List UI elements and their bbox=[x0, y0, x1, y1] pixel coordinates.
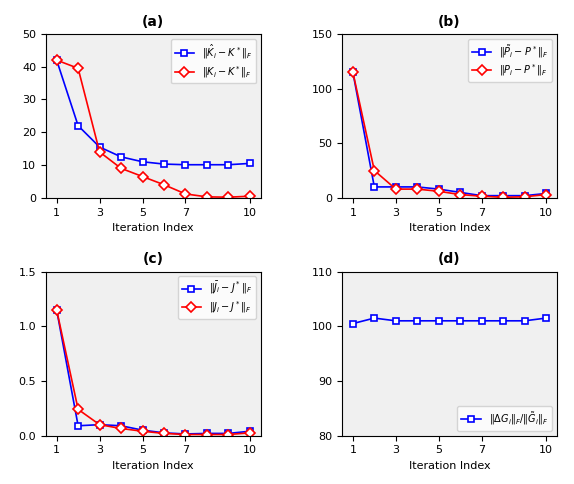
$\|K_i - K^*\|_F$ bbox=[53, 57, 60, 63]
$\|J_i - J^*\|_F$ bbox=[203, 432, 210, 438]
$\|\tilde{P}_i - P^*\|_F$ bbox=[371, 184, 378, 190]
$\|\hat{K}_i - K^*\|_F$ bbox=[182, 162, 189, 167]
$\|\hat{K}_i - K^*\|_F$ bbox=[118, 154, 125, 160]
$\|\tilde{P}_i - P^*\|_F$ bbox=[435, 186, 442, 192]
$\|J_i - J^*\|_F$ bbox=[161, 430, 168, 436]
$\|P_i - P^*\|_F$ bbox=[350, 69, 356, 75]
Line: $\|\bar{J}_i - J^*\|_F$: $\|\bar{J}_i - J^*\|_F$ bbox=[53, 306, 253, 438]
$\|\Delta G_i\|_F / \|\tilde{G}_i\|_F$ bbox=[371, 315, 378, 321]
Line: $\|P_i - P^*\|_F$: $\|P_i - P^*\|_F$ bbox=[350, 69, 549, 201]
$\|\Delta G_i\|_F / \|\tilde{G}_i\|_F$ bbox=[521, 318, 528, 324]
$\|P_i - P^*\|_F$ bbox=[393, 186, 400, 192]
$\|\tilde{P}_i - P^*\|_F$ bbox=[542, 191, 549, 197]
$\|\Delta G_i\|_F / \|\tilde{G}_i\|_F$ bbox=[500, 318, 507, 324]
$\|P_i - P^*\|_F$ bbox=[478, 193, 485, 199]
$\|\Delta G_i\|_F / \|\tilde{G}_i\|_F$ bbox=[457, 318, 464, 324]
$\|\bar{J}_i - J^*\|_F$ bbox=[203, 430, 210, 436]
$\|P_i - P^*\|_F$ bbox=[435, 188, 442, 194]
$\|K_i - K^*\|_F$ bbox=[225, 194, 232, 200]
$\|\bar{J}_i - J^*\|_F$ bbox=[118, 423, 125, 429]
Line: $\|K_i - K^*\|_F$: $\|K_i - K^*\|_F$ bbox=[53, 57, 253, 201]
$\|K_i - K^*\|_F$ bbox=[161, 182, 168, 188]
Title: (c): (c) bbox=[143, 252, 164, 266]
$\|\Delta G_i\|_F / \|\tilde{G}_i\|_F$ bbox=[478, 318, 485, 324]
$\|K_i - K^*\|_F$ bbox=[96, 149, 103, 155]
$\|\hat{K}_i - K^*\|_F$ bbox=[96, 144, 103, 150]
$\|\Delta G_i\|_F / \|\tilde{G}_i\|_F$ bbox=[393, 318, 400, 324]
$\|P_i - P^*\|_F$ bbox=[371, 167, 378, 173]
Title: (d): (d) bbox=[438, 252, 461, 266]
$\|K_i - K^*\|_F$ bbox=[246, 193, 253, 199]
$\|\tilde{P}_i - P^*\|_F$ bbox=[478, 193, 485, 198]
$\|\bar{J}_i - J^*\|_F$ bbox=[182, 431, 189, 437]
$\|\hat{K}_i - K^*\|_F$ bbox=[139, 159, 146, 165]
$\|P_i - P^*\|_F$ bbox=[521, 194, 528, 200]
$\|\Delta G_i\|_F / \|\tilde{G}_i\|_F$ bbox=[414, 318, 421, 324]
Title: (a): (a) bbox=[142, 15, 164, 29]
$\|\Delta G_i\|_F / \|\tilde{G}_i\|_F$ bbox=[435, 318, 442, 324]
X-axis label: Iteration Index: Iteration Index bbox=[113, 223, 194, 233]
$\|J_i - J^*\|_F$ bbox=[53, 307, 60, 313]
Legend: $\|\tilde{P}_i - P^*\|_F$, $\|P_i - P^*\|_F$: $\|\tilde{P}_i - P^*\|_F$, $\|P_i - P^*\… bbox=[468, 39, 552, 82]
Legend: $\|\Delta G_i\|_F / \|\tilde{G}_i\|_F$: $\|\Delta G_i\|_F / \|\tilde{G}_i\|_F$ bbox=[457, 406, 552, 431]
$\|\bar{J}_i - J^*\|_F$ bbox=[53, 307, 60, 313]
$\|\Delta G_i\|_F / \|\tilde{G}_i\|_F$ bbox=[350, 321, 356, 327]
Line: $\|\tilde{P}_i - P^*\|_F$: $\|\tilde{P}_i - P^*\|_F$ bbox=[350, 69, 549, 199]
$\|K_i - K^*\|_F$ bbox=[75, 65, 82, 71]
$\|\hat{K}_i - K^*\|_F$ bbox=[161, 161, 168, 167]
$\|J_i - J^*\|_F$ bbox=[118, 425, 125, 431]
$\|\hat{K}_i - K^*\|_F$ bbox=[225, 162, 232, 167]
$\|\tilde{P}_i - P^*\|_F$ bbox=[393, 184, 400, 190]
Legend: $\|\hat{K}_i - K^*\|_F$, $\|K_i - K^*\|_F$: $\|\hat{K}_i - K^*\|_F$, $\|K_i - K^*\|_… bbox=[170, 39, 255, 83]
$\|P_i - P^*\|_F$ bbox=[414, 186, 421, 192]
$\|\hat{K}_i - K^*\|_F$ bbox=[75, 123, 82, 129]
X-axis label: Iteration Index: Iteration Index bbox=[113, 461, 194, 471]
$\|K_i - K^*\|_F$ bbox=[182, 191, 189, 197]
$\|\tilde{P}_i - P^*\|_F$ bbox=[521, 193, 528, 198]
$\|J_i - J^*\|_F$ bbox=[225, 432, 232, 438]
$\|\tilde{P}_i - P^*\|_F$ bbox=[457, 189, 464, 195]
$\|\tilde{P}_i - P^*\|_F$ bbox=[500, 193, 507, 198]
X-axis label: Iteration Index: Iteration Index bbox=[409, 461, 490, 471]
$\|\bar{J}_i - J^*\|_F$ bbox=[225, 430, 232, 436]
$\|\bar{J}_i - J^*\|_F$ bbox=[139, 427, 146, 433]
$\|\bar{J}_i - J^*\|_F$ bbox=[96, 422, 103, 427]
Line: $\|\Delta G_i\|_F / \|\tilde{G}_i\|_F$: $\|\Delta G_i\|_F / \|\tilde{G}_i\|_F$ bbox=[350, 315, 549, 327]
Title: (b): (b) bbox=[438, 15, 461, 29]
$\|\bar{J}_i - J^*\|_F$ bbox=[246, 428, 253, 434]
$\|\bar{J}_i - J^*\|_F$ bbox=[75, 423, 82, 429]
Line: $\|J_i - J^*\|_F$: $\|J_i - J^*\|_F$ bbox=[53, 306, 253, 438]
$\|J_i - J^*\|_F$ bbox=[182, 432, 189, 438]
$\|K_i - K^*\|_F$ bbox=[203, 194, 210, 200]
$\|J_i - J^*\|_F$ bbox=[75, 407, 82, 412]
$\|J_i - J^*\|_F$ bbox=[96, 422, 103, 427]
Legend: $\|\bar{J}_i - J^*\|_F$, $\|J_i - J^*\|_F$: $\|\bar{J}_i - J^*\|_F$, $\|J_i - J^*\|_… bbox=[178, 276, 255, 319]
$\|\Delta G_i\|_F / \|\tilde{G}_i\|_F$ bbox=[542, 315, 549, 321]
$\|\tilde{P}_i - P^*\|_F$ bbox=[350, 69, 356, 75]
$\|P_i - P^*\|_F$ bbox=[500, 195, 507, 200]
$\|P_i - P^*\|_F$ bbox=[457, 192, 464, 197]
$\|K_i - K^*\|_F$ bbox=[139, 174, 146, 180]
X-axis label: Iteration Index: Iteration Index bbox=[409, 223, 490, 233]
$\|P_i - P^*\|_F$ bbox=[542, 192, 549, 197]
Line: $\|\hat{K}_i - K^*\|_F$: $\|\hat{K}_i - K^*\|_F$ bbox=[53, 57, 253, 168]
$\|\hat{K}_i - K^*\|_F$ bbox=[53, 57, 60, 63]
$\|\bar{J}_i - J^*\|_F$ bbox=[161, 430, 168, 436]
$\|\tilde{P}_i - P^*\|_F$ bbox=[414, 184, 421, 190]
$\|\hat{K}_i - K^*\|_F$ bbox=[246, 161, 253, 166]
$\|J_i - J^*\|_F$ bbox=[246, 430, 253, 436]
$\|J_i - J^*\|_F$ bbox=[139, 428, 146, 434]
$\|\hat{K}_i - K^*\|_F$ bbox=[203, 162, 210, 167]
$\|K_i - K^*\|_F$ bbox=[118, 166, 125, 171]
